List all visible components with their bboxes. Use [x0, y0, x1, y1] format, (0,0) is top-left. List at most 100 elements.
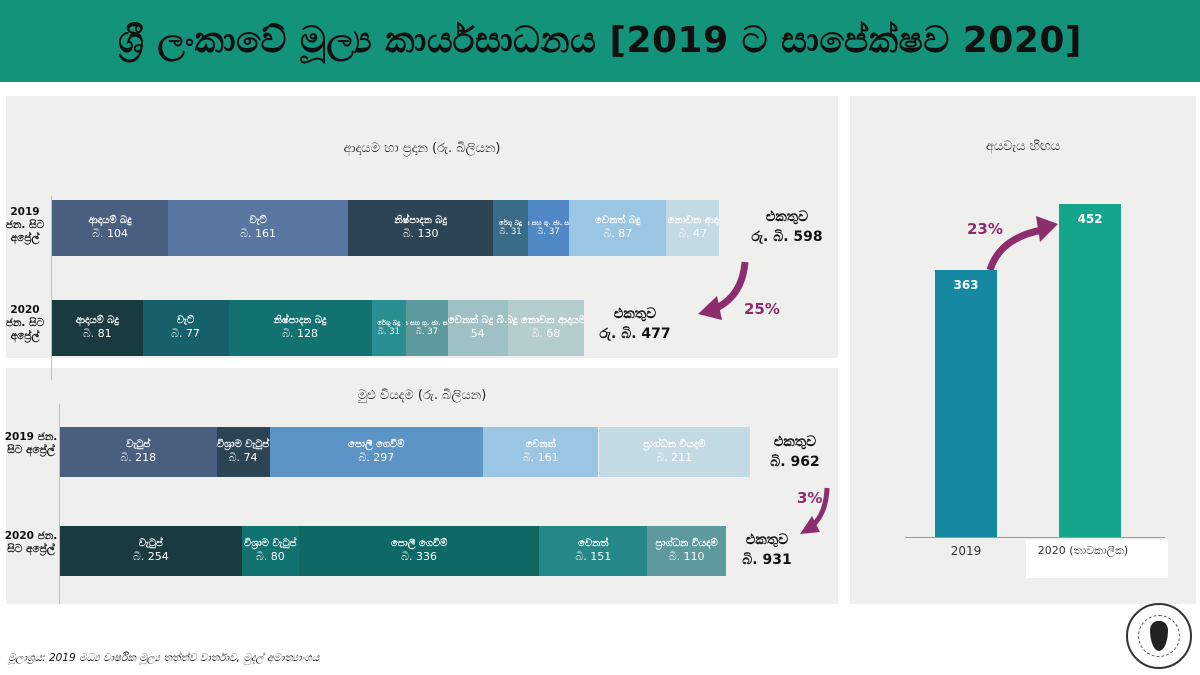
expenditure-total-2020-label: එකතුව — [745, 532, 789, 548]
deficit-tick-2019: 2019 — [950, 544, 982, 558]
bar-segment-label: පොලී ගෙවීම් — [348, 439, 405, 450]
bar-segment: ආදායම් බදු බි. 104 — [52, 200, 169, 256]
bar-segment: වරාය සහ ගු. ජා. සං. බදුබි. 37 — [527, 200, 570, 256]
expenditure-total-2019-label: එකතුව — [773, 434, 817, 450]
bar-segment-value: බි. 161 — [240, 227, 277, 240]
bar-segment-value: බි. 77 — [171, 327, 200, 340]
bar-segment-value: බි. 336 — [401, 550, 438, 563]
bar-segment: රේගු බදු බි. 31 — [371, 300, 407, 356]
bar-segment-value: බි. 254 — [132, 550, 169, 563]
bar-segment: බදු නොවන ආදායමබි. 47 — [666, 200, 719, 256]
bar-segment: වෙනත් බි. 151 — [539, 526, 648, 576]
expenditure-total-2019: එකතුව බි. 962 — [755, 432, 835, 472]
deficit-panel: අයවැය හිඟය — [850, 96, 1196, 604]
bar-segment-label: බදු නොවන ආදායම — [507, 315, 584, 326]
bar-segment-label: ප්‍රාග්ධන වියදම් — [643, 439, 706, 450]
bar-segment: විශ්‍රාම වැටුප් බි. 80 — [241, 526, 299, 576]
source-note: මූලාශ්‍රය: 2019 මධ්‍ය වාර්ෂික මූල්‍ය තත්… — [8, 652, 320, 664]
bar-segment-label: ආදායම් බදු — [75, 315, 119, 326]
bar-segment-label: වරාය සහ ගු. ජා. සං. බදු — [406, 319, 448, 327]
expenditure-total-2020: එකතුව බි. 931 — [727, 530, 807, 570]
bar-segment-value: බි. 218 — [120, 451, 157, 464]
deficit-chart-title: අයවැය හිඟය — [985, 139, 1061, 154]
bar-segment-value: බි. 161 — [522, 451, 559, 464]
bar-segment: වැට් බි. 161 — [168, 200, 349, 256]
title-bar: ශ්‍රී ලංකාවේ මූල්‍ය කාර්යසාධනය [2019 ට ස… — [0, 0, 1200, 82]
bar-segment-value: බි. 37 — [415, 327, 439, 337]
bar-segment: ආදායම් බදු බි. 81 — [52, 300, 143, 356]
bar-segment-label: රේගු බදු — [499, 219, 522, 227]
bar-segment-label: විශ්‍රාම වැටුප් — [216, 439, 270, 450]
expenditure-total-2020-value: බි. 931 — [742, 552, 792, 568]
bar-segment-value: බි. 31 — [377, 327, 401, 337]
bar-segment-value: බි. 110 — [668, 550, 705, 563]
revenue-total-2020-label: එකතුව — [613, 306, 657, 322]
bar-segment: විශ්‍රාම වැටුප් බි. 74 — [216, 427, 270, 477]
bar-segment: වැටුප් බි. 254 — [60, 526, 242, 576]
bar-segment-value: 54 — [470, 327, 485, 340]
deficit-label-box — [1026, 540, 1168, 578]
bar-segment-label: වෙනත් බදු බි. — [447, 315, 508, 326]
bar-segment: බදු නොවන ආදායම බි. 68 — [507, 300, 584, 356]
bar-segment-value: බි. 31 — [499, 227, 522, 237]
bar-segment-label: ආදායම් බදු — [88, 215, 132, 226]
deficit-bar: 452 — [1059, 204, 1121, 537]
deficit-tick-2020: 2020 (තාවකාලික) — [1037, 544, 1129, 557]
bar-segment-label: වැටුප් — [138, 538, 163, 549]
bar-segment-label: ප්‍රාග්ධන වියදම් — [655, 538, 718, 549]
bar-segment-value: බි. 297 — [358, 451, 395, 464]
bar-segment-label: වැට් — [249, 215, 267, 226]
bar-segment: වැට් බි. 77 — [142, 300, 229, 356]
bar-segment-value: බි. 81 — [82, 327, 112, 340]
bar-segment-value: බි. 74 — [228, 451, 258, 464]
bar-segment-value: බි. 130 — [402, 227, 439, 240]
bar-segment-label: විශ්‍රාම වැටුප් — [244, 538, 297, 549]
revenue-axis-line — [51, 196, 52, 380]
revenue-total-2020: එකතුව රු. බි. 477 — [590, 304, 680, 344]
bar-segment-label: බදු නොවන ආදායම — [666, 215, 719, 226]
expenditure-row-label-2020: 2020 ජන. සිට අප්‍රේල් — [4, 530, 58, 555]
bar-segment: වෙනත් බදු බි. 87 — [569, 200, 667, 256]
bar-segment-value: බි. 80 — [255, 550, 285, 563]
bar-segment-label: නිෂ්පාදන බදු — [394, 215, 447, 226]
deficit-change-label: 23% — [967, 220, 1003, 238]
bar-segment-value: බි. 211 — [656, 451, 693, 464]
expenditure-down-arrow — [810, 487, 830, 528]
bar-segment-label: වෙනත් — [525, 439, 556, 450]
bar-segment: රේගු බදු බි. 31 — [493, 200, 528, 256]
page-title: ශ්‍රී ලංකාවේ මූල්‍ය කාර්යසාධනය [2019 ට ස… — [118, 20, 1082, 61]
bar-segment-label: වැට් — [176, 315, 195, 326]
deficit-bar-value: 363 — [953, 277, 979, 292]
expenditure-chart-title: මුළු වියදම (රු. බිලියන) — [357, 388, 487, 403]
bar-segment-label: පොලී ගෙවීම් — [390, 538, 448, 549]
bar-segment-value: බි. 128 — [282, 327, 318, 340]
deficit-up-arrow — [986, 226, 1043, 272]
revenue-total-2019-label: එකතුව — [765, 209, 809, 225]
revenue-total-2019-value: රු. බි. 598 — [751, 229, 823, 245]
expenditure-change-label: 3% — [797, 489, 823, 507]
bar-segment-label: වැටුප් — [126, 439, 151, 450]
bar-segment-label: වෙනත් බදු — [595, 215, 641, 226]
bar-segment: වැටුප් බි. 218 — [60, 427, 217, 477]
bar-segment-label: වෙනත් — [578, 538, 609, 549]
expenditure-total-2019-value: බි. 962 — [770, 454, 820, 470]
revenue-arrow-head — [698, 296, 722, 320]
bar-segment: වෙනත් බි. 161 — [482, 427, 599, 477]
revenue-row-label-2020: 2020 ජන. සිට අප්‍රේල් — [5, 304, 45, 342]
deficit-x-axis — [905, 537, 1165, 538]
revenue-row-label-2019: 2019 ජන. සිට අප්‍රේල් — [5, 206, 45, 244]
expenditure-arrow-head — [800, 516, 820, 534]
deficit-bar-value: 452 — [1077, 212, 1103, 226]
revenue-total-2019: එකතුව රු. බි. 598 — [742, 207, 832, 247]
expenditure-axis-line — [59, 404, 60, 604]
bar-segment-value: බි. 68 — [531, 327, 561, 340]
ministry-seal-icon — [1126, 603, 1192, 669]
deficit-arrow-head — [1036, 216, 1058, 242]
bar-segment: පොලී ගෙවීම් බි. 336 — [298, 526, 540, 576]
bar-segment-label: වරාය සහ ගු. ජා. සං. බදු — [528, 219, 570, 227]
bar-segment-value: බි. 151 — [575, 550, 612, 563]
bar-segment-label: නිෂ්පාදන බදු — [273, 315, 327, 326]
deficit-bar: 363 — [935, 269, 997, 537]
revenue-chart-title: ආදායම හා ප්‍රදාන (රු. බිලියන) — [343, 141, 501, 156]
